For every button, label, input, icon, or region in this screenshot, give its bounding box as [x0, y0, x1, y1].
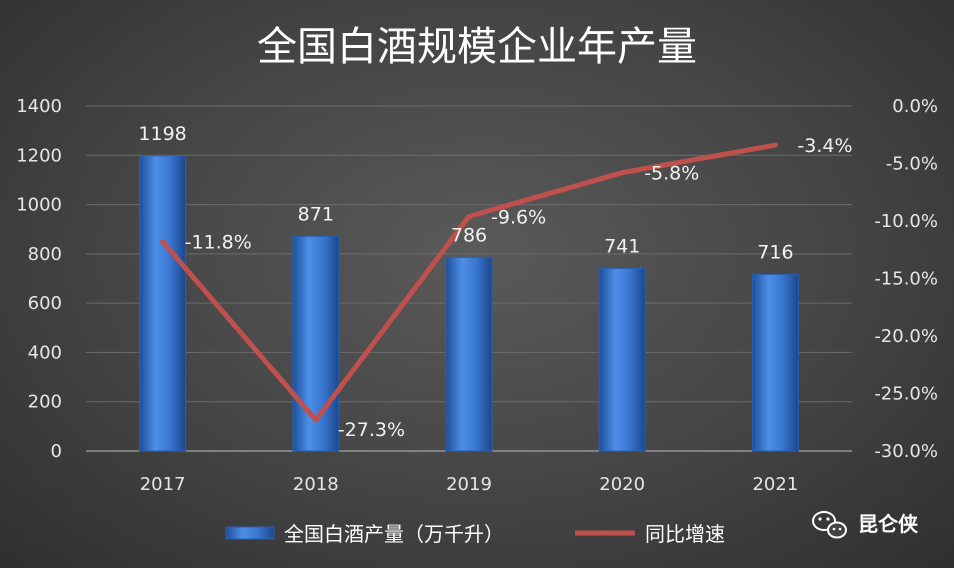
growth-value-label: -27.3%	[338, 419, 405, 441]
bar-value-label: 1198	[138, 123, 186, 145]
x-tick-label: 2018	[293, 474, 339, 495]
legend-label-line: 同比增速	[645, 522, 725, 546]
left-tick-label: 1200	[16, 145, 62, 166]
growth-value-label: -9.6%	[491, 206, 546, 228]
legend-swatch-bar	[225, 526, 275, 540]
bar	[139, 155, 187, 452]
left-tick-label: 200	[28, 392, 62, 413]
right-tick-label: -15.0%	[874, 269, 938, 290]
legend-label-bar: 全国白酒产量（万千升）	[284, 522, 504, 546]
brand-watermark: 昆仑侠	[812, 511, 919, 539]
growth-point	[619, 170, 625, 176]
bar-value-label: 716	[757, 242, 793, 264]
x-tick-label: 2017	[140, 474, 186, 495]
right-tick-label: -30.0%	[874, 441, 938, 462]
right-tick-label: -10.0%	[874, 211, 938, 232]
data-labels: 1198 871 786 741 716 -11.8% -27.3% -9.6% -5.8% -3…	[138, 123, 852, 441]
wechat-icon	[812, 511, 847, 539]
growth-point	[772, 142, 778, 148]
line-series	[160, 142, 778, 423]
bar-value-label: 786	[451, 224, 487, 246]
chart-title: 全国白酒规模企业年产量	[257, 24, 697, 70]
x-axis-ticks: 2017 2018 2019 2020 2021	[140, 474, 799, 495]
left-tick-label: 1000	[16, 195, 62, 216]
right-tick-label: -25.0%	[874, 384, 938, 405]
x-tick-label: 2020	[599, 474, 645, 495]
left-tick-label: 400	[28, 342, 62, 363]
bar-value-label: 741	[604, 235, 640, 257]
x-tick-label: 2019	[446, 474, 492, 495]
bar-series	[139, 155, 799, 452]
bar	[598, 267, 646, 452]
left-tick-label: 600	[28, 293, 62, 314]
bar	[292, 235, 340, 452]
legend: 全国白酒产量（万千升） 同比增速	[225, 522, 725, 546]
left-tick-label: 1400	[16, 96, 62, 117]
growth-point	[160, 239, 166, 245]
growth-value-label: -11.8%	[185, 232, 252, 254]
growth-point	[313, 417, 319, 423]
left-tick-label: 800	[28, 244, 62, 265]
growth-value-label: -3.4%	[797, 135, 852, 157]
right-tick-label: -5.0%	[886, 154, 938, 175]
left-axis-ticks: 0 200 400 600 800 1000 1200 1400	[16, 96, 62, 462]
growth-point	[466, 213, 472, 219]
bar	[751, 274, 799, 452]
brand-name: 昆仑侠	[858, 512, 919, 536]
bar	[445, 256, 493, 452]
right-tick-label: -20.0%	[874, 326, 938, 347]
x-tick-label: 2021	[752, 474, 798, 495]
right-axis-ticks: -30.0% -25.0% -20.0% -15.0% -10.0% -5.0% 0.0%	[874, 96, 938, 462]
right-tick-label: 0.0%	[892, 96, 938, 117]
bar-value-label: 871	[298, 203, 334, 225]
left-tick-label: 0	[51, 441, 62, 462]
growth-value-label: -5.8%	[644, 163, 699, 185]
